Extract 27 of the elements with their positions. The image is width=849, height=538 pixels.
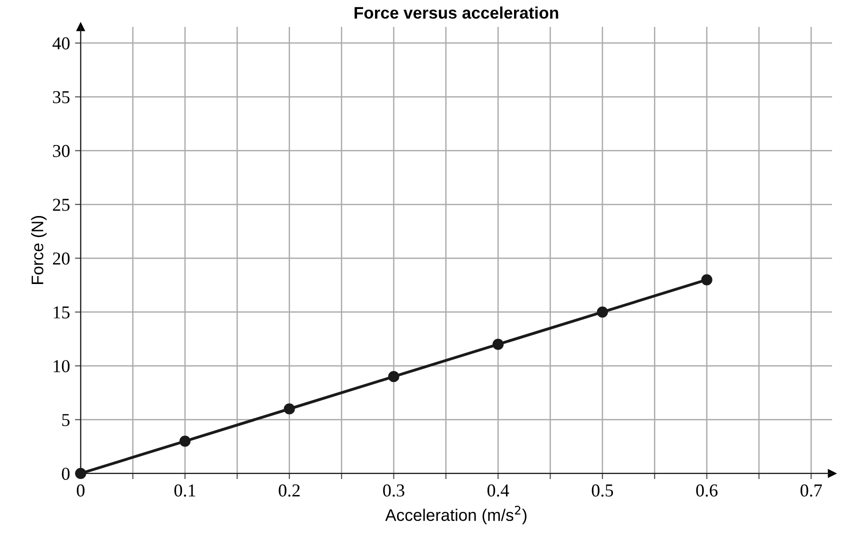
y-tick-label: 35 [53, 91, 70, 104]
y-tick-label: 15 [54, 306, 70, 318]
x-tick-label: 0.6 [696, 484, 718, 497]
y-tick-label: 10 [54, 360, 70, 372]
x-tick-label: 0.4 [487, 484, 510, 497]
y-tick-label: 0 [62, 468, 70, 480]
y-tick-label: 5 [62, 414, 70, 426]
x-tick-label: 0.3 [383, 484, 404, 497]
y-tick-label: 40 [52, 37, 70, 50]
y-tick-label: 20 [52, 252, 70, 265]
chart-title: Force versus acceleration [354, 6, 558, 19]
x-tick-label: 0.5 [592, 484, 614, 497]
point [179, 436, 191, 447]
x-tick-label: 0 [76, 484, 84, 497]
point [284, 403, 295, 414]
y-tick-label: 25 [52, 198, 70, 211]
point [75, 468, 86, 479]
y-axis-title: Force (N) [31, 216, 47, 284]
point [596, 306, 608, 318]
point [492, 338, 504, 350]
point [388, 371, 400, 382]
x-axis-title: Acceleration (m/s$^{2}$) [385, 506, 526, 524]
x-tick-label: 0.7 [800, 484, 822, 497]
x-tick-label: 0.2 [278, 484, 300, 497]
y-tick-label: 30 [53, 144, 70, 158]
x-tick-label: 0.1 [174, 484, 196, 497]
point [701, 274, 712, 286]
